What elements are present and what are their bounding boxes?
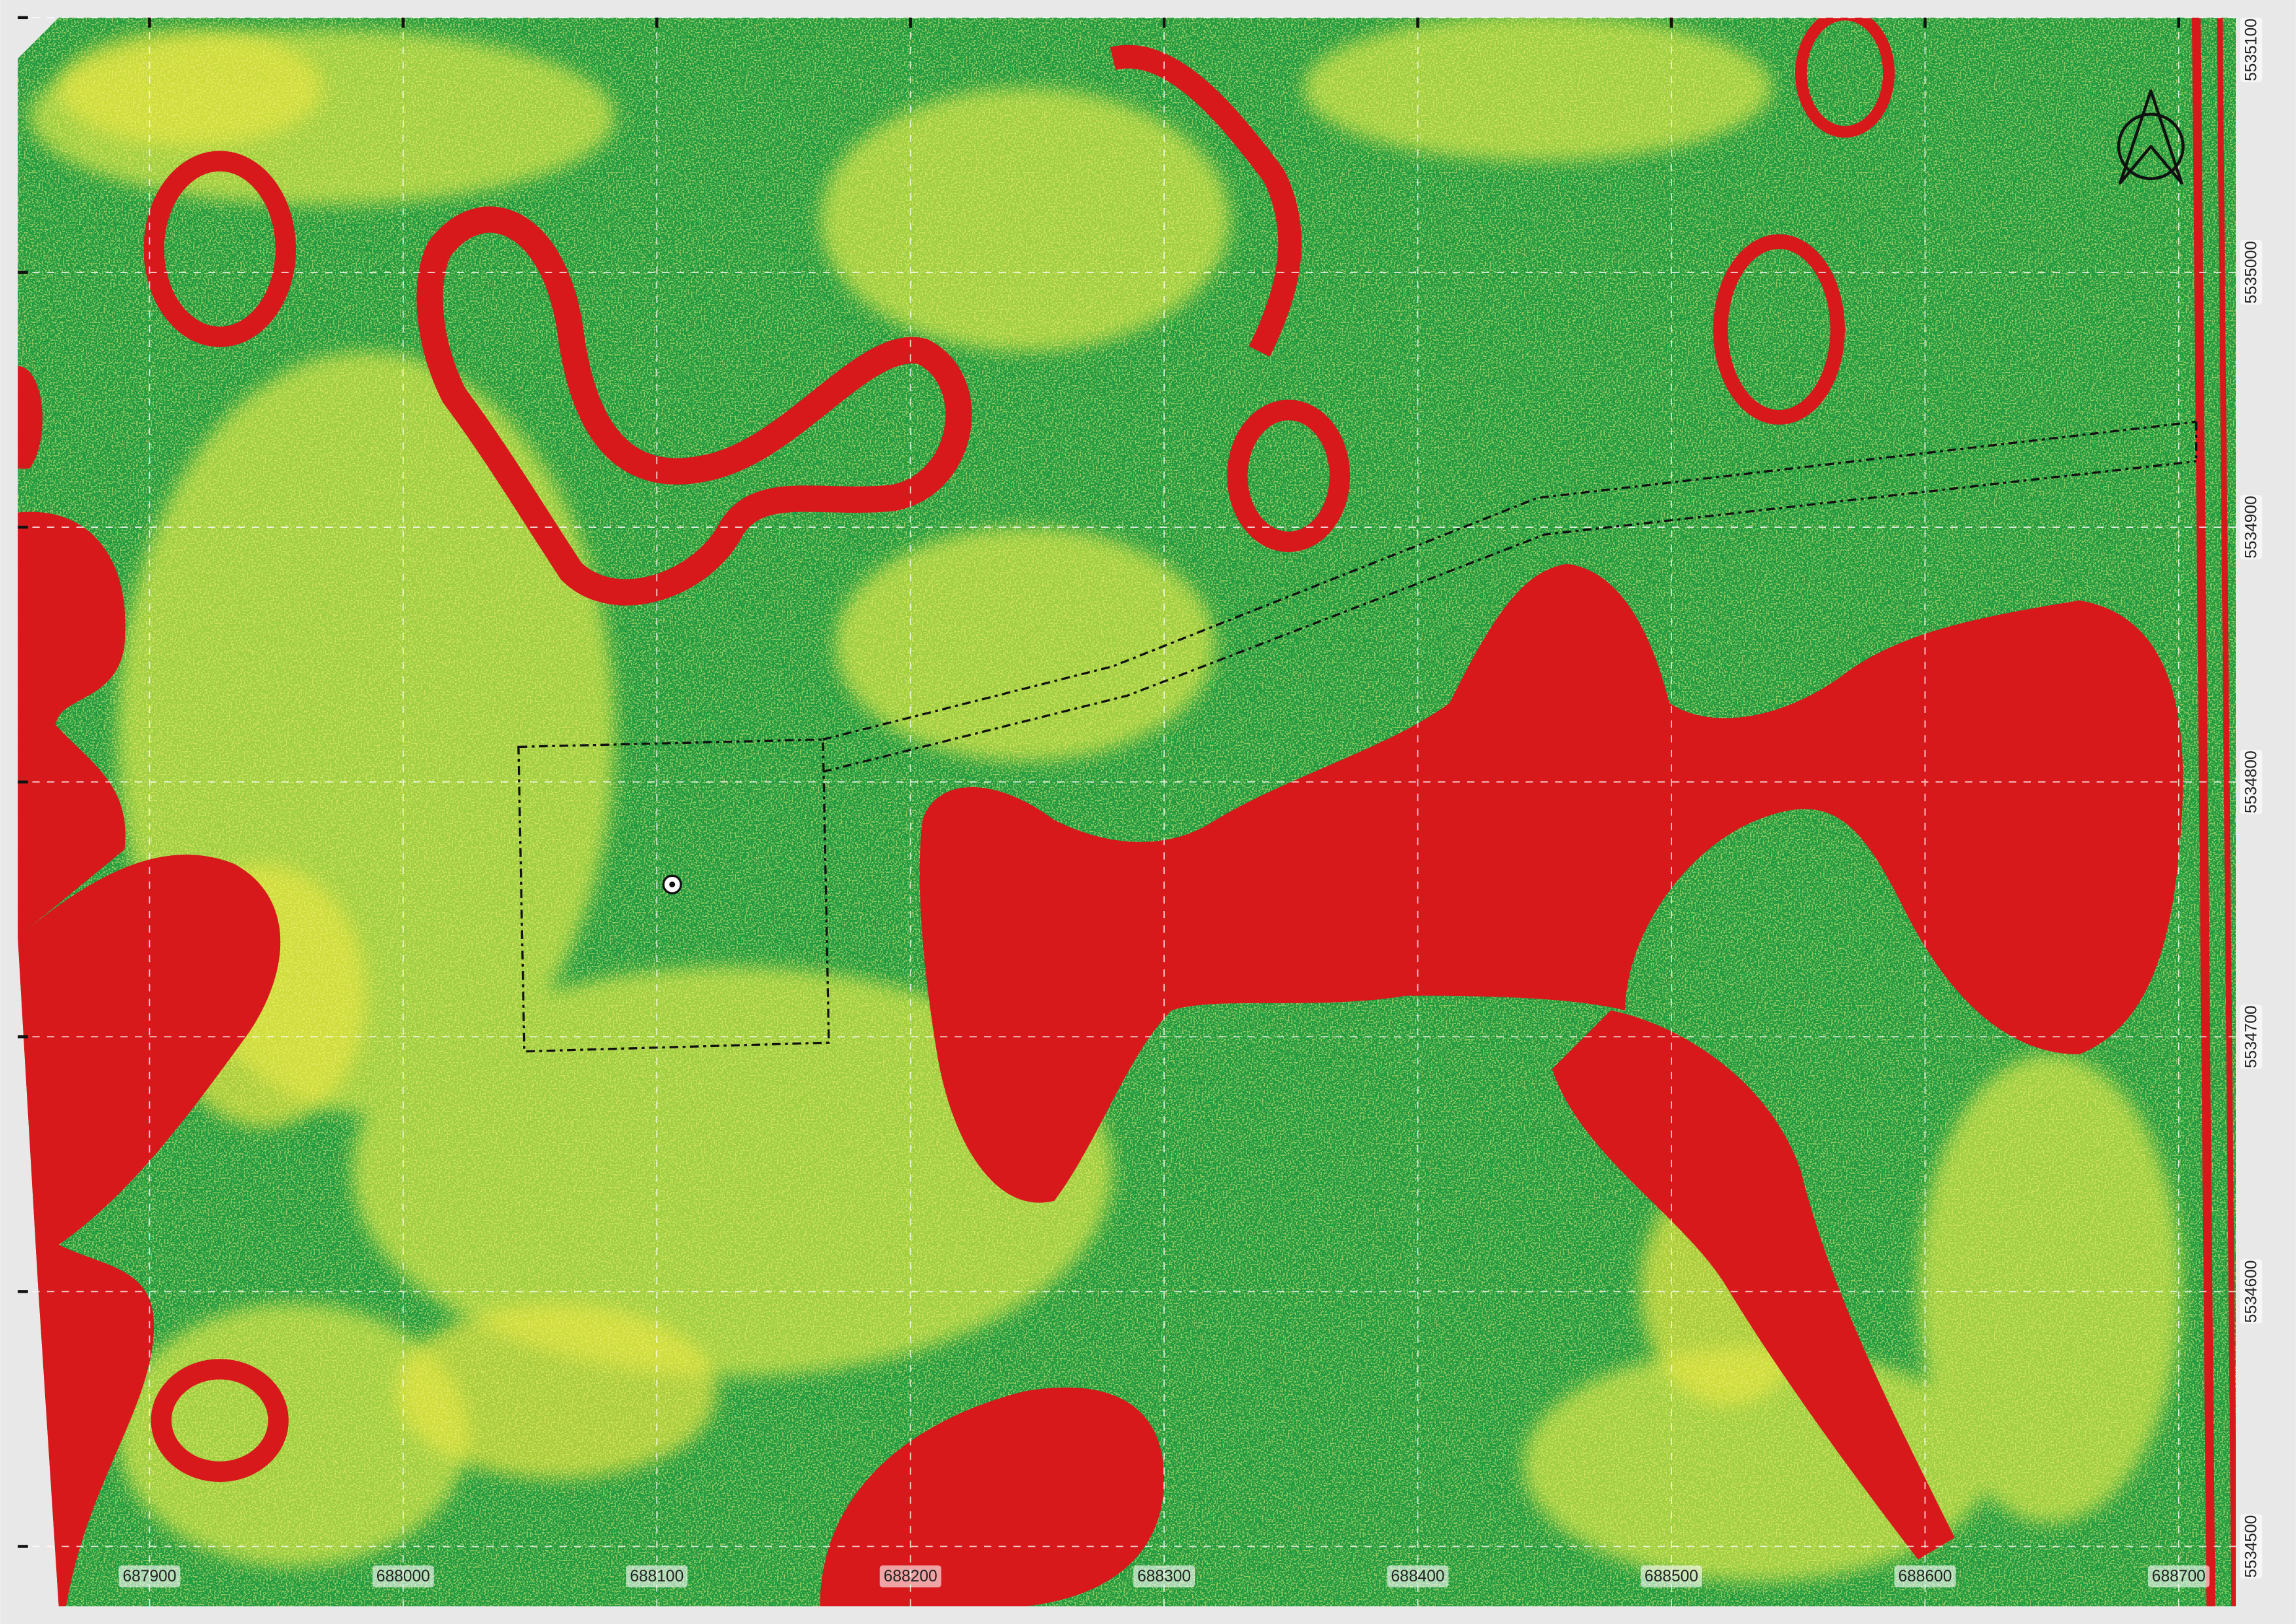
coordinate-labels: 687900 688000 688100 688200 688300 688400 6885… xyxy=(118,17,2263,1588)
corridor-edge xyxy=(822,420,2196,741)
ring xyxy=(1795,17,1895,138)
x-coordinate-label: 688600 xyxy=(1898,1568,1952,1585)
y-coordinate-label: 5535100 xyxy=(2242,18,2260,81)
y-coordinate-label: 5534900 xyxy=(2242,496,2260,559)
x-coordinate-label: 688100 xyxy=(630,1568,683,1585)
grid xyxy=(18,16,2236,1607)
ring xyxy=(143,151,297,347)
survey-boundary xyxy=(517,420,2198,1053)
x-coordinate-label: 688500 xyxy=(1645,1568,1698,1585)
label-box xyxy=(2240,17,2263,83)
north-arrow xyxy=(2117,89,2185,185)
ring xyxy=(1713,234,1845,425)
x-coordinate-label: 688400 xyxy=(1391,1568,1445,1585)
x-coordinate-label: 688300 xyxy=(1137,1568,1191,1585)
y-coordinate-label: 5535000 xyxy=(2242,241,2260,304)
road xyxy=(2191,17,2215,1607)
label-box xyxy=(1133,1565,1195,1588)
ring-features xyxy=(143,17,1895,1483)
ring xyxy=(151,1359,289,1483)
label-box xyxy=(879,1565,941,1588)
label-box xyxy=(118,1565,181,1588)
low-vegetation xyxy=(18,366,2183,1607)
label-box xyxy=(2240,494,2263,560)
label-box xyxy=(2240,1259,2263,1324)
low-zone xyxy=(18,511,126,938)
label-box xyxy=(1640,1565,1702,1588)
y-coordinate-label: 5534800 xyxy=(2242,750,2260,813)
x-coordinate-label: 688200 xyxy=(884,1568,938,1585)
road xyxy=(2216,17,2236,1607)
north-pointer xyxy=(2119,89,2183,185)
x-coordinate-label: 687900 xyxy=(122,1568,176,1585)
label-box xyxy=(626,1565,688,1588)
pond xyxy=(919,563,2183,1203)
y-coordinate-label: 5534500 xyxy=(2242,1515,2260,1578)
label-box xyxy=(2240,749,2263,815)
label-box xyxy=(1387,1565,1449,1588)
low-zone xyxy=(18,855,281,1607)
ring xyxy=(416,206,972,606)
sample-point xyxy=(662,874,682,895)
label-box xyxy=(2240,1005,2263,1069)
sample-dot xyxy=(669,881,676,888)
x-coordinate-label: 688000 xyxy=(376,1568,430,1585)
y-coordinate-label: 5534600 xyxy=(2242,1261,2260,1323)
plot-outline xyxy=(517,738,830,1053)
label-box xyxy=(1894,1565,1956,1588)
drainage xyxy=(1552,1010,1955,1560)
frame-ticks xyxy=(18,16,2181,1548)
label-box xyxy=(372,1565,434,1588)
low-zone xyxy=(820,1387,1165,1607)
label-box xyxy=(2147,1565,2210,1588)
north-circle xyxy=(2117,113,2185,181)
label-box xyxy=(2240,240,2263,305)
x-coordinate-label: 688700 xyxy=(2152,1568,2206,1585)
low-zone xyxy=(18,366,43,469)
ring xyxy=(1227,399,1351,553)
corridor-edge xyxy=(822,460,2196,773)
label-box xyxy=(2240,1514,2263,1579)
y-coordinate-label: 5534700 xyxy=(2242,1005,2260,1068)
ring xyxy=(1110,45,1302,357)
